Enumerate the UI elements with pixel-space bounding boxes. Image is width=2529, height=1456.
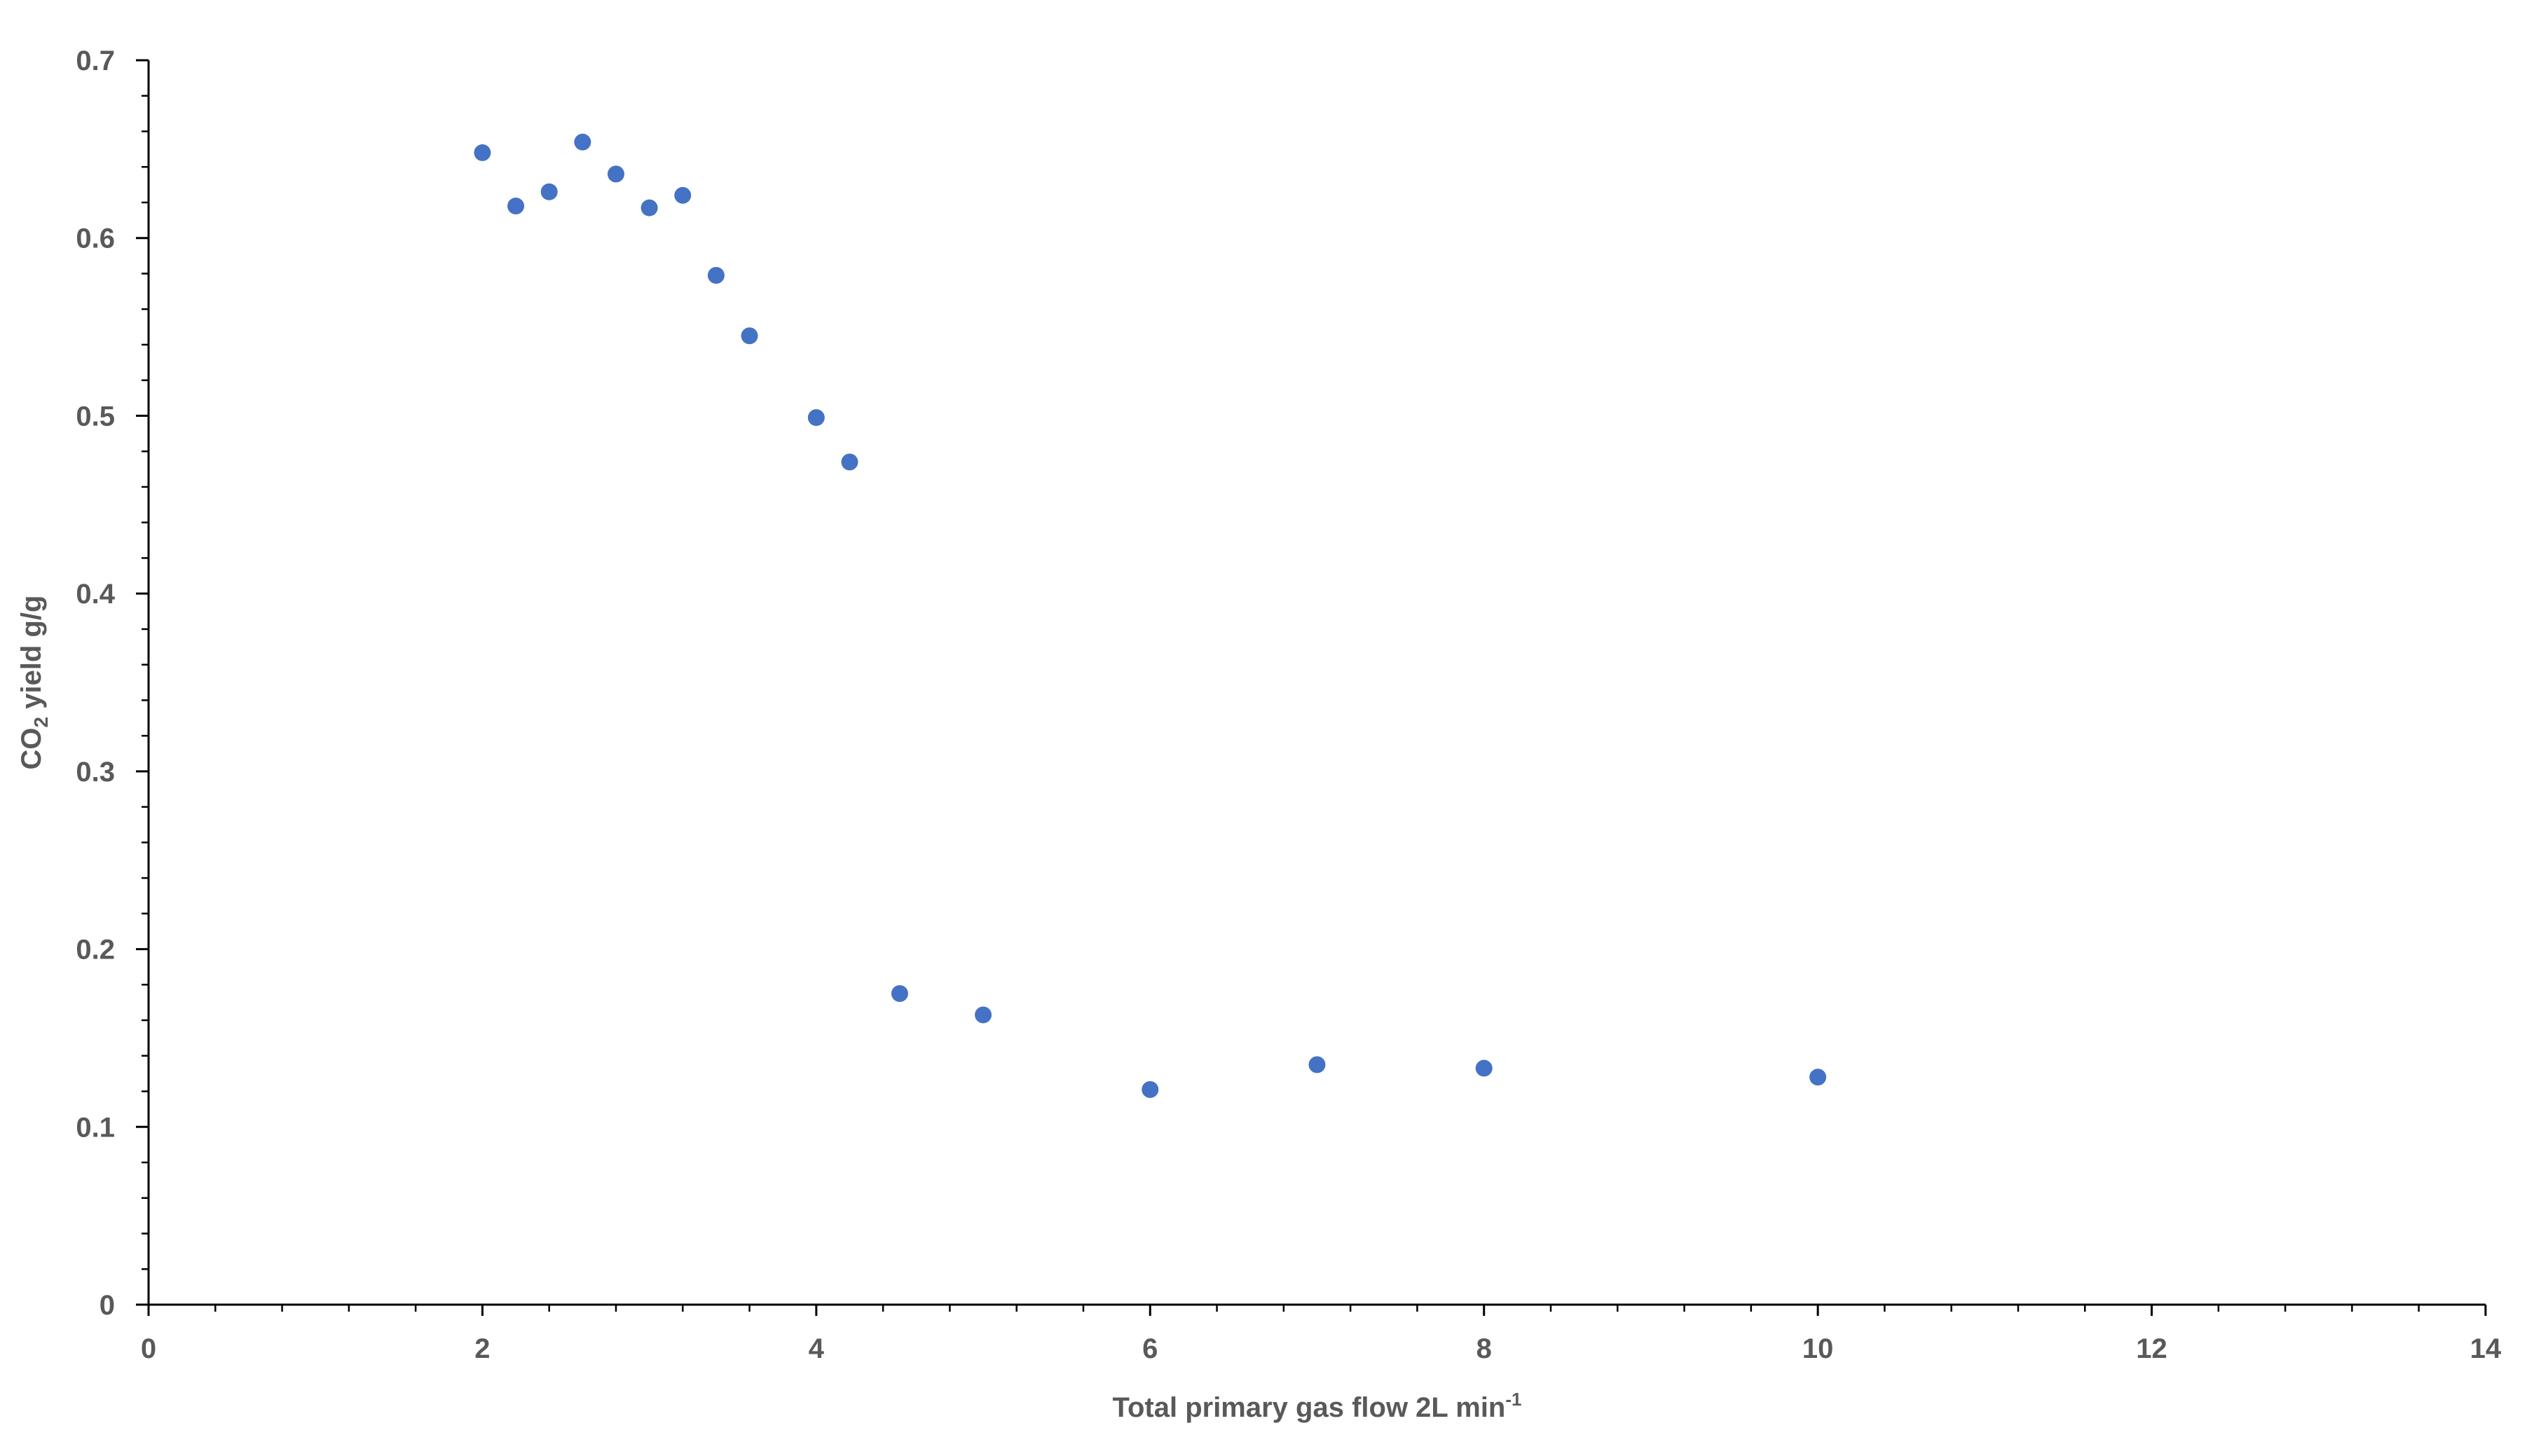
x-axis-title: Total primary gas flow 2L min-1 — [1113, 1389, 1522, 1423]
data-point — [640, 199, 658, 217]
y-tick-label: 0.1 — [76, 1112, 115, 1143]
y-tick-label: 0.3 — [76, 757, 115, 788]
x-tick-label: 4 — [809, 1333, 825, 1364]
axes — [147, 60, 2486, 1306]
x-tick-label: 10 — [1802, 1333, 1834, 1364]
data-point — [608, 165, 624, 183]
data-point — [507, 198, 525, 215]
x-tick-label: 8 — [1476, 1333, 1492, 1364]
data-point — [674, 186, 692, 204]
x-tick-label: 0 — [141, 1333, 156, 1364]
data-point — [1809, 1069, 1827, 1086]
tick-labels: 0 0.1 0.2 0.3 0.4 0.5 0.6 0.7 0 2 4 6 8 10 12 14 — [76, 46, 2502, 1364]
data-point — [807, 408, 825, 426]
data-point — [540, 183, 558, 200]
axis-ticks — [136, 59, 2487, 1316]
data-point — [707, 266, 725, 284]
y-tick-label: 0.6 — [76, 224, 115, 254]
y-axis-title-suffix: yield g/g — [16, 596, 47, 717]
data-point — [1308, 1056, 1326, 1073]
y-axis-title-prefix: CO — [16, 727, 47, 769]
x-tick-label: 6 — [1142, 1333, 1158, 1364]
data-points — [474, 133, 1827, 1099]
y-axis-title: CO2 yield g/g — [16, 596, 52, 770]
x-axis-title-superscript: -1 — [1505, 1389, 1521, 1410]
y-axis-title-subscript: 2 — [30, 717, 52, 728]
data-point — [975, 1006, 992, 1024]
data-point — [841, 453, 858, 471]
y-tick-label: 0 — [100, 1290, 115, 1321]
x-tick-label: 14 — [2470, 1333, 2502, 1364]
data-point — [741, 327, 758, 345]
x-tick-label: 12 — [2136, 1333, 2167, 1364]
y-tick-label: 0.4 — [76, 579, 115, 610]
data-point — [891, 985, 908, 1002]
x-axis-title-main: Total primary gas flow 2L min — [1113, 1392, 1506, 1423]
y-tick-label: 0.7 — [76, 46, 115, 76]
y-tick-label: 0.2 — [76, 935, 115, 966]
data-point — [1475, 1059, 1493, 1077]
data-point — [1142, 1081, 1159, 1099]
data-point — [574, 133, 591, 151]
x-tick-label: 2 — [474, 1333, 490, 1364]
y-tick-label: 0.5 — [76, 401, 115, 432]
data-point — [474, 144, 491, 161]
